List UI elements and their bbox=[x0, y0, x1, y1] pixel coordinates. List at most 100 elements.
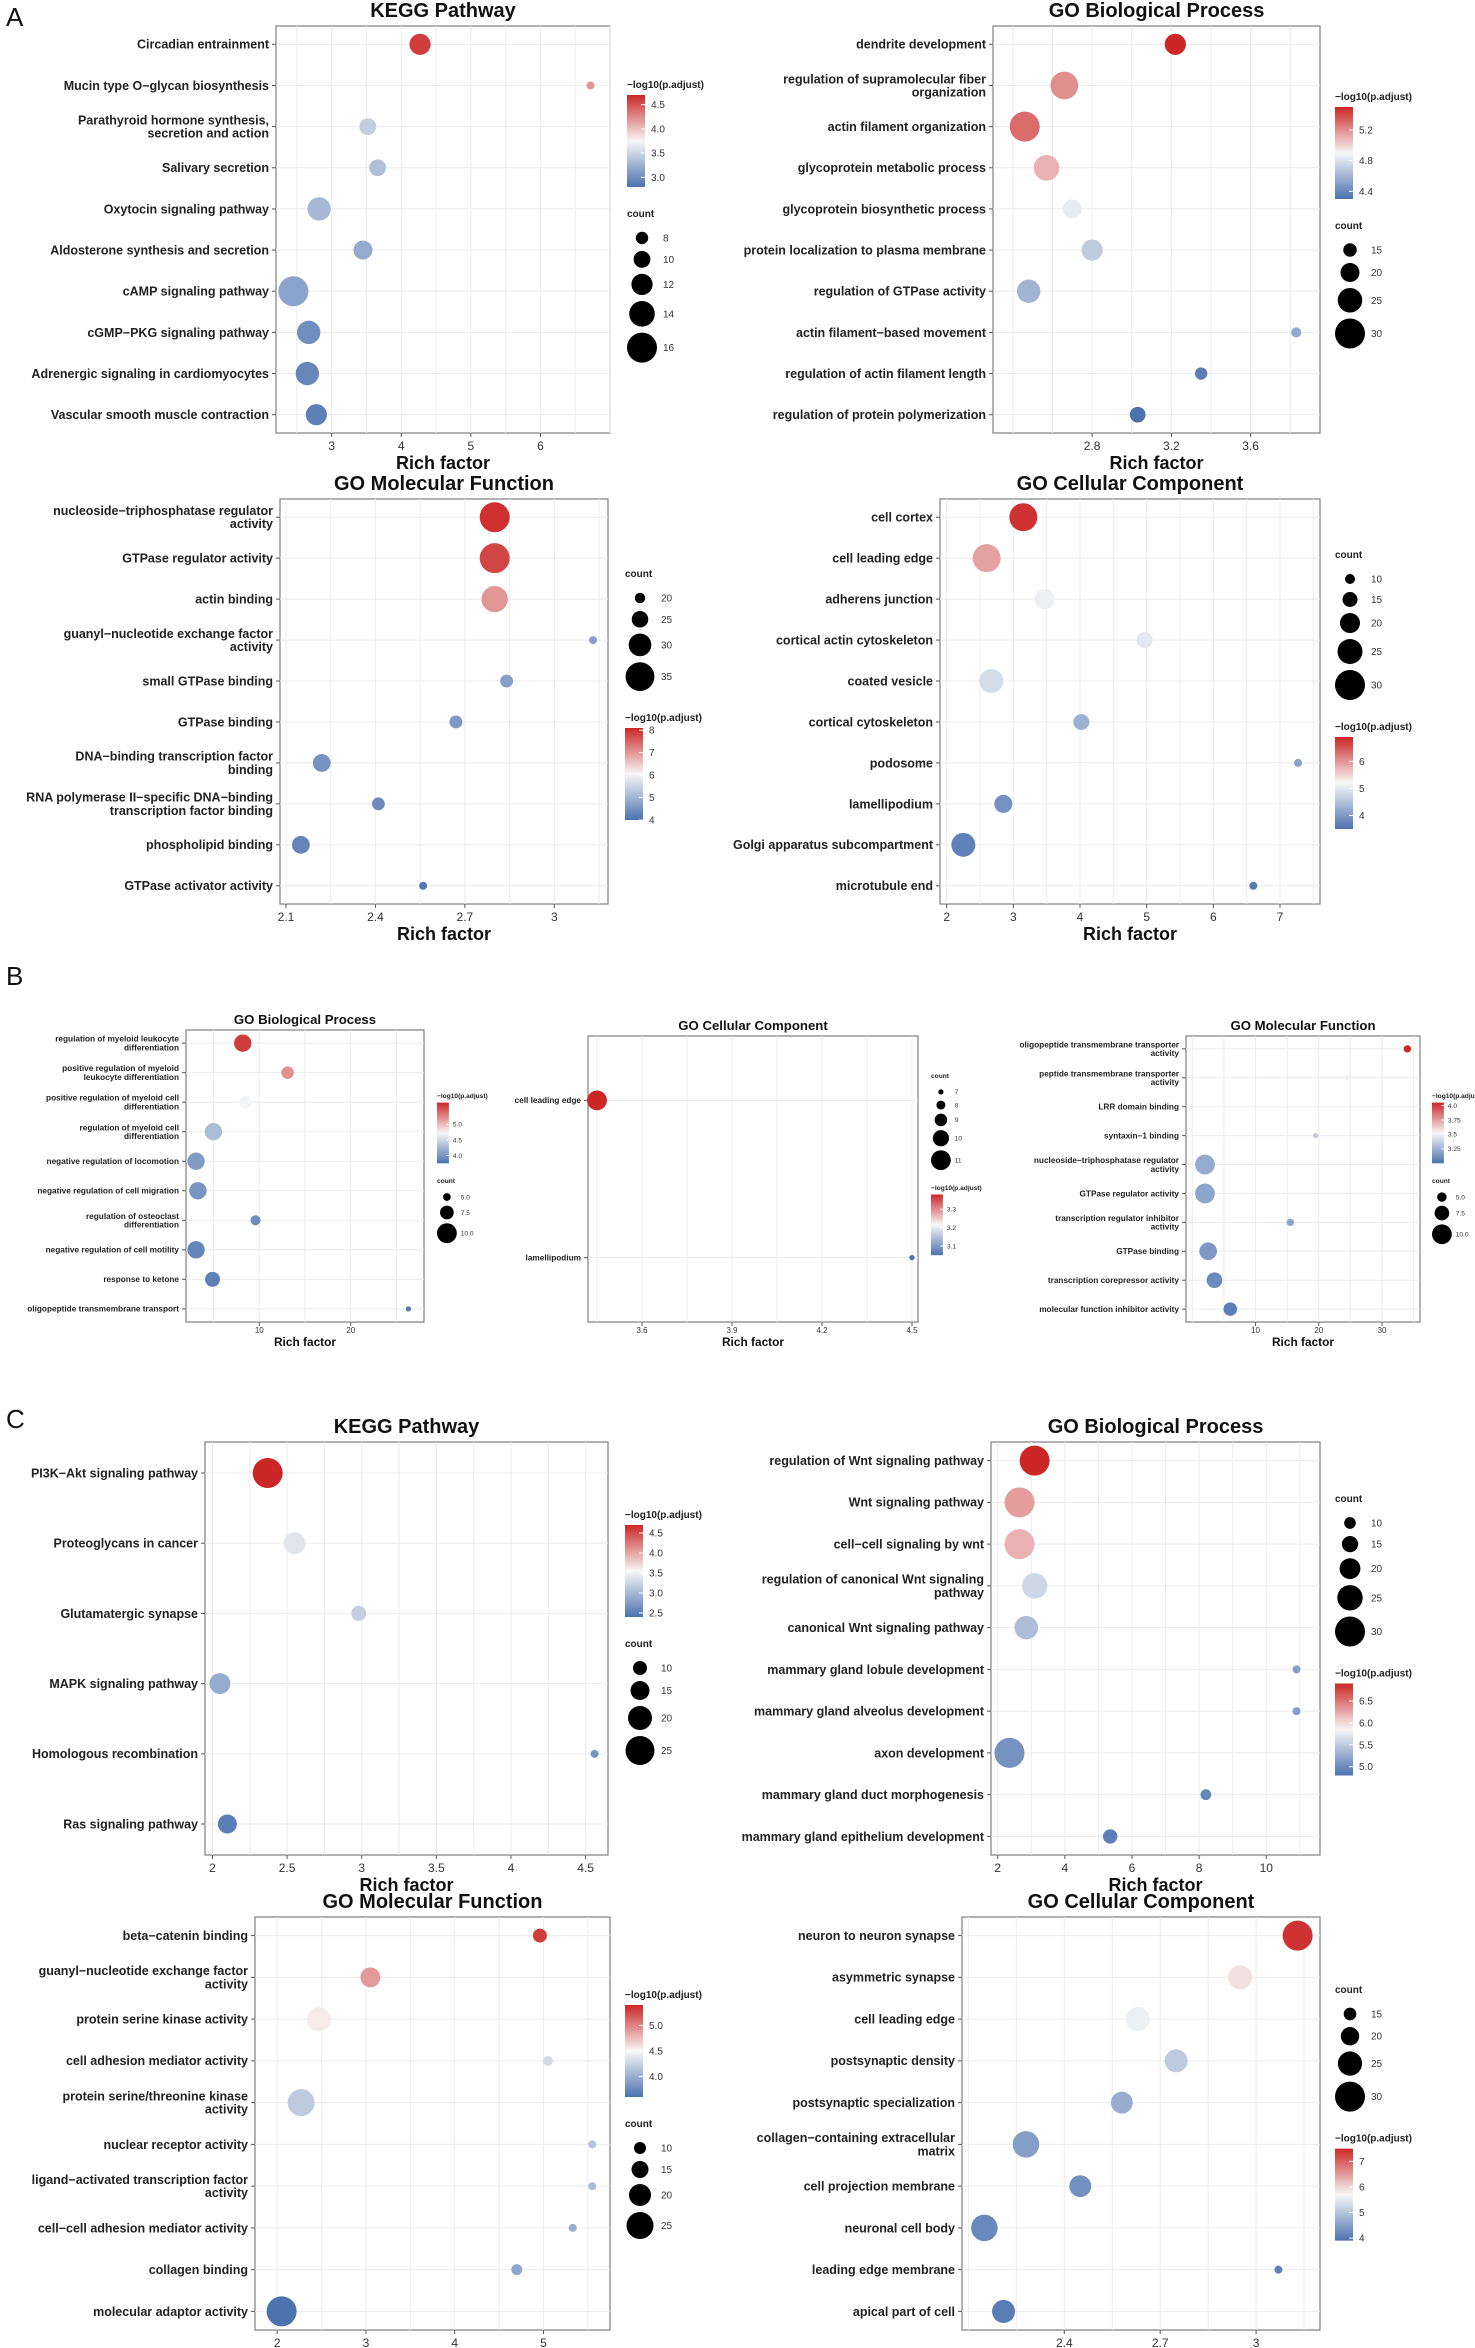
category-label-line: mammary gland duct morphogenesis bbox=[762, 1788, 984, 1802]
x-axis-label: Rich factor bbox=[1108, 1875, 1202, 1895]
category-label: Adrenergic signaling in cardiomyocytes bbox=[31, 367, 269, 381]
chart-panel-8: KEGG Pathway 2 2.5 3 3.5 4 4.5 Rich factor PI3K−… bbox=[31, 1416, 702, 1895]
chart-panel-4: GO Cellular Component 2 3 4 5 6 7 Rich factor ce… bbox=[733, 473, 1412, 944]
chart-panel-9: GO Biological Process 2 4 6 8 10 Rich factor re… bbox=[742, 1416, 1412, 1895]
size-legend-title: count bbox=[1335, 221, 1363, 232]
category-label-line: beta−catenin binding bbox=[123, 1929, 248, 1943]
x-tick-label: 20 bbox=[346, 1326, 355, 1335]
category-label: guanyl−nucleotide exchange factor activit… bbox=[64, 627, 274, 654]
size-legend-label: 15 bbox=[1371, 246, 1383, 257]
category-label-line: transcription factor binding bbox=[110, 804, 273, 818]
size-legend-label: 7.5 bbox=[1456, 1210, 1465, 1217]
chart-title: KEGG Pathway bbox=[334, 1416, 480, 1438]
size-legend-dot bbox=[932, 1130, 949, 1147]
x-tick-label: 10 bbox=[1251, 1326, 1260, 1335]
category-label-line: guanyl−nucleotide exchange factor bbox=[64, 627, 274, 641]
data-point bbox=[971, 2214, 998, 2242]
category-label-line: regulation of canonical Wnt signaling bbox=[762, 1573, 984, 1587]
color-legend-bar bbox=[1335, 1683, 1353, 1776]
category-label-line: cell adhesion mediator activity bbox=[66, 2054, 248, 2068]
category-label: GTPase binding bbox=[178, 715, 273, 729]
category-label: syntaxin−1 binding bbox=[1104, 1132, 1179, 1141]
category-label: beta−catenin binding bbox=[123, 1929, 248, 1943]
x-tick-label: 2.1 bbox=[278, 910, 295, 924]
chart-panel-7: GO Molecular Function 10 20 30 Rich factor ol… bbox=[1019, 1018, 1475, 1349]
category-label-line: peptide transmembrane transporter bbox=[1039, 1069, 1180, 1078]
category-label: Vascular smooth muscle contraction bbox=[51, 408, 269, 422]
data-point bbox=[217, 1814, 237, 1834]
color-legend-bar bbox=[437, 1102, 449, 1164]
color-legend-label: 4.8 bbox=[1359, 156, 1373, 167]
size-legend-title: count bbox=[437, 1178, 456, 1185]
color-legend-label: 4.5 bbox=[453, 1137, 462, 1144]
data-point bbox=[1004, 1487, 1035, 1518]
data-point bbox=[1012, 2131, 1040, 2158]
color-legend-label: 5 bbox=[1359, 2208, 1365, 2219]
data-point bbox=[589, 636, 598, 645]
category-label: lamellipodium bbox=[526, 1254, 581, 1263]
color-legend-label: 4.0 bbox=[453, 1153, 462, 1160]
x-axis-label: Rich factor bbox=[274, 1335, 336, 1349]
category-label: collagen binding bbox=[149, 2263, 248, 2277]
category-label: neuron to neuron synapse bbox=[798, 1929, 955, 1943]
data-point bbox=[1019, 1445, 1050, 1476]
size-legend-dot bbox=[1343, 2007, 1357, 2021]
size-legend-label: 20 bbox=[1371, 619, 1383, 630]
size-legend-label: 10 bbox=[1371, 575, 1383, 586]
chart-title: GO Biological Process bbox=[1049, 0, 1265, 22]
size-legend-label: 14 bbox=[663, 309, 675, 320]
category-label: regulation of osteoclast differentiation bbox=[86, 1212, 179, 1230]
size-legend-dot bbox=[1337, 1585, 1363, 1611]
data-point bbox=[234, 1034, 252, 1052]
category-label: cAMP signaling pathway bbox=[123, 285, 269, 299]
color-legend-bar bbox=[625, 728, 643, 820]
data-point bbox=[250, 1215, 261, 1226]
size-legend-label: 15 bbox=[1371, 2010, 1383, 2021]
data-point bbox=[588, 2140, 597, 2149]
size-legend-label: 7 bbox=[955, 1089, 959, 1096]
color-legend-label: 3.75 bbox=[1448, 1117, 1461, 1124]
data-point bbox=[360, 1967, 381, 1988]
category-label-line: activity bbox=[1151, 1078, 1180, 1087]
chart-title: GO Cellular Component bbox=[1028, 1891, 1255, 1913]
category-label: GTPase regulator activity bbox=[1080, 1189, 1180, 1198]
size-legend-dot bbox=[1344, 1517, 1356, 1529]
category-label-line: transcription regulator inhibitor bbox=[1055, 1214, 1180, 1223]
category-label-line: transcription corepressor activity bbox=[1048, 1276, 1180, 1285]
data-point bbox=[1164, 33, 1186, 55]
color-legend-label: 4.0 bbox=[651, 124, 665, 135]
size-legend-title: count bbox=[625, 2119, 653, 2130]
data-point bbox=[409, 33, 431, 55]
size-legend-title: count bbox=[931, 1073, 950, 1080]
x-tick-label: 4 bbox=[451, 2336, 458, 2348]
category-label-line: Mucin type O−glycan biosynthesis bbox=[64, 79, 269, 93]
color-legend-label: 4 bbox=[1359, 2234, 1365, 2245]
size-legend-dot bbox=[631, 2161, 649, 2178]
category-label-line: activity bbox=[230, 640, 273, 654]
category-label-line: Salivary secretion bbox=[162, 161, 269, 175]
category-label-line: actin binding bbox=[195, 593, 273, 607]
size-legend-label: 20 bbox=[661, 594, 673, 605]
size-legend-label: 30 bbox=[661, 640, 673, 651]
size-legend-label: 8 bbox=[663, 234, 669, 245]
data-point bbox=[353, 240, 373, 260]
data-point bbox=[587, 1090, 607, 1111]
category-label-line: nucleoside−triphosphatase regulator bbox=[53, 504, 273, 518]
category-label-line: regulation of actin filament length bbox=[785, 367, 986, 381]
category-label-line: glycoprotein biosynthetic process bbox=[782, 202, 986, 216]
size-legend-dot bbox=[1342, 592, 1358, 607]
category-label: molecular adaptor activity bbox=[93, 2305, 248, 2319]
category-label-line: neuron to neuron synapse bbox=[798, 1929, 955, 1943]
x-tick-label: 3.6 bbox=[637, 1326, 649, 1335]
color-legend-label: 6 bbox=[649, 771, 655, 782]
data-point bbox=[1050, 71, 1079, 100]
category-label-line: cAMP signaling pathway bbox=[123, 285, 269, 299]
data-point bbox=[1194, 367, 1208, 380]
size-legend-title: count bbox=[1335, 550, 1363, 561]
category-label-line: postsynaptic specialization bbox=[792, 2096, 955, 2110]
x-tick-label: 2 bbox=[274, 2336, 281, 2348]
size-legend-dot bbox=[634, 592, 646, 604]
category-label: canonical Wnt signaling pathway bbox=[787, 1621, 984, 1635]
category-label: cell−cell signaling by wnt bbox=[834, 1537, 985, 1551]
data-point bbox=[481, 585, 508, 613]
